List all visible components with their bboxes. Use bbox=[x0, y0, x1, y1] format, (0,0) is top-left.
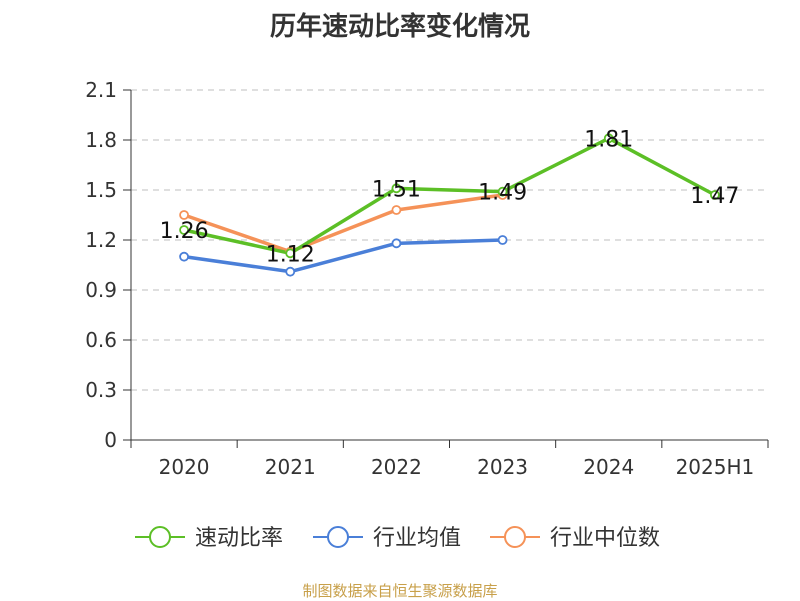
legend-marker bbox=[504, 526, 526, 548]
x-tick-label: 2024 bbox=[583, 455, 634, 479]
data-label: 1.49 bbox=[478, 181, 527, 206]
data-point bbox=[179, 225, 189, 235]
legend-label: 行业均值 bbox=[373, 526, 461, 551]
series-line bbox=[183, 238, 503, 274]
x-tick-label: 2021 bbox=[265, 455, 316, 479]
data-labels: 1.26 1.12 1.51 1.49 1.81 1.47 bbox=[160, 127, 740, 267]
y-tick-label: 1.5 bbox=[85, 178, 117, 202]
series-points bbox=[179, 133, 720, 277]
data-point bbox=[179, 251, 189, 262]
legend-marker bbox=[149, 526, 171, 548]
data-point bbox=[179, 210, 189, 220]
series-line bbox=[183, 136, 716, 256]
legend-marker bbox=[327, 526, 349, 548]
legend-label: 行业中位数 bbox=[550, 526, 660, 551]
y-tick-label: 0.9 bbox=[85, 278, 117, 302]
data-source-note: 制图数据来自恒生聚源数据库 bbox=[302, 582, 498, 600]
data-label: 1.47 bbox=[690, 184, 739, 209]
gridlines bbox=[131, 89, 768, 391]
series-lines bbox=[183, 136, 716, 274]
y-tick-label: 0.6 bbox=[85, 328, 117, 352]
data-label: 1.12 bbox=[266, 242, 315, 267]
data-point bbox=[285, 248, 296, 259]
data-label: 1.81 bbox=[584, 127, 633, 152]
y-tick-label: 1.2 bbox=[85, 228, 117, 252]
data-point bbox=[710, 190, 720, 200]
y-tick-label: 0 bbox=[104, 428, 117, 452]
x-tick-label: 2025H1 bbox=[676, 455, 755, 479]
y-tick-label: 2.1 bbox=[85, 78, 117, 102]
legend-item[interactable]: 行业中位数 bbox=[490, 526, 660, 551]
data-label: 1.26 bbox=[160, 219, 209, 244]
data-point bbox=[497, 186, 508, 197]
data-point bbox=[391, 205, 402, 215]
data-point bbox=[285, 266, 296, 277]
data-point bbox=[391, 238, 402, 249]
x-tick-label: 2023 bbox=[477, 455, 528, 479]
data-point bbox=[603, 133, 614, 144]
legend: 速动比率 行业均值 行业中位数 bbox=[135, 526, 660, 551]
data-point bbox=[391, 183, 402, 194]
data-label: 1.51 bbox=[372, 177, 421, 202]
axes: 0 0.3 0.6 0.9 1.2 1.5 1.8 2.1 2020 2021 2022 2023 20… bbox=[85, 78, 769, 479]
x-tick-label: 2022 bbox=[371, 455, 422, 479]
x-tick-label: 2020 bbox=[159, 455, 210, 479]
legend-item[interactable]: 行业均值 bbox=[313, 526, 461, 551]
data-point bbox=[497, 235, 508, 245]
y-tick-label: 0.3 bbox=[85, 378, 117, 402]
chart-title: 历年速动比率变化情况 bbox=[269, 12, 530, 42]
series-line bbox=[183, 193, 503, 254]
legend-item[interactable]: 速动比率 bbox=[135, 526, 283, 551]
y-tick-label: 1.8 bbox=[85, 128, 117, 152]
legend-label: 速动比率 bbox=[195, 526, 283, 551]
